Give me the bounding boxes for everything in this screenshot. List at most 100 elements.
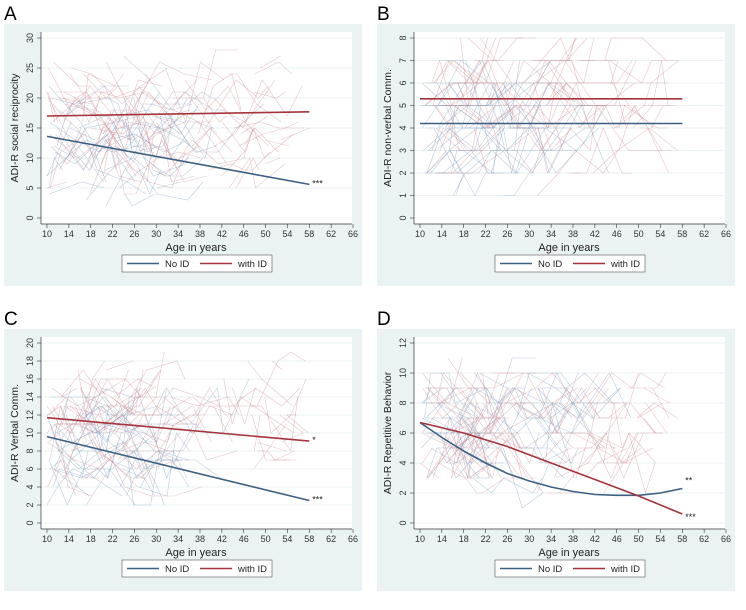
y-tick-label: 5 (25, 185, 35, 190)
individual-trajectory (421, 82, 448, 106)
individual-trajectory (77, 360, 105, 416)
individual-trajectory (547, 37, 577, 106)
individual-trajectory (126, 450, 189, 506)
x-tick-label: 18 (86, 229, 96, 239)
individual-trajectory (627, 372, 667, 389)
individual-trajectory (198, 73, 242, 135)
individual-trajectory (173, 97, 228, 123)
individual-trajectory (426, 150, 447, 174)
individual-trajectory (139, 459, 190, 488)
individual-trajectory (172, 387, 220, 407)
x-tick-label: 26 (129, 229, 139, 239)
significance-annotation: ** (685, 476, 693, 486)
y-tick-label: 0 (25, 520, 35, 525)
y-tick-label: 14 (25, 392, 35, 402)
individual-trajectory (156, 121, 178, 171)
individual-trajectories (419, 357, 678, 509)
x-tick-label: 10 (42, 229, 52, 239)
individual-trajectory (103, 139, 142, 183)
individual-trajectory (421, 432, 453, 449)
individual-trajectory (479, 372, 525, 389)
individual-trajectory (455, 150, 504, 196)
individual-trajectory (115, 387, 191, 434)
individual-trajectory (155, 351, 165, 398)
x-tick-label: 38 (195, 534, 205, 544)
individual-trajectory (202, 49, 238, 99)
individual-trajectory (247, 360, 293, 407)
panel-label: D (377, 309, 391, 330)
x-tick-label: 10 (415, 534, 425, 544)
individual-trajectory (443, 417, 450, 449)
panel-label: C (4, 309, 18, 330)
legend-box (494, 559, 646, 578)
x-tick-label: 14 (64, 534, 74, 544)
individual-trajectory (130, 387, 143, 398)
y-tick-label: 0 (398, 215, 408, 220)
individual-trajectory (560, 387, 609, 434)
individual-trajectory (264, 378, 307, 434)
x-tick-label: 34 (546, 534, 556, 544)
y-tick-label: 2 (398, 170, 408, 175)
fitted-line-no-id (46, 435, 310, 502)
x-tick-label: 42 (217, 534, 227, 544)
individual-trajectory (103, 109, 115, 135)
fitted-line-with-id (419, 421, 683, 515)
x-tick-label: 42 (590, 534, 600, 544)
individual-trajectory (593, 150, 618, 174)
legend-box (121, 254, 273, 273)
individual-trajectory (156, 181, 181, 189)
individual-trajectory (435, 127, 461, 151)
y-tick-label: 12 (398, 338, 408, 348)
individual-trajectory (243, 127, 279, 153)
individual-trajectory (47, 405, 80, 443)
y-axis-title: ADI-R social reciprocity (9, 73, 21, 183)
y-tick-label: 0 (398, 520, 408, 525)
x-tick-label: 54 (655, 534, 665, 544)
y-tick-label: 8 (25, 448, 35, 453)
individual-trajectory (64, 103, 129, 159)
individual-trajectory (537, 150, 619, 196)
individual-trajectory (74, 405, 104, 461)
x-tick-label: 66 (348, 229, 358, 239)
individual-trajectory (466, 417, 529, 449)
individual-trajectory (516, 372, 580, 434)
individual-trajectory (103, 91, 160, 153)
individual-trajectory (50, 139, 84, 165)
individual-trajectory (103, 109, 182, 141)
x-tick-label: 58 (677, 534, 687, 544)
individual-trajectory (549, 82, 630, 106)
individual-trajectory (436, 372, 502, 419)
individual-trajectory (525, 387, 589, 449)
individual-trajectory (619, 432, 663, 464)
individual-trajectory (543, 432, 605, 449)
individual-trajectory (52, 468, 89, 488)
individual-trajectory (610, 60, 619, 84)
x-tick-label: 62 (699, 534, 709, 544)
individual-trajectory (581, 372, 665, 419)
individual-trajectory (245, 127, 259, 141)
individual-trajectory (104, 157, 148, 171)
individual-trajectory (421, 417, 477, 449)
fitted-line-with-id (46, 111, 310, 117)
individual-trajectory (584, 447, 628, 479)
individual-trajectory (208, 151, 271, 171)
y-tick-label: 8 (398, 35, 408, 40)
individual-trajectory (254, 414, 261, 452)
individual-trajectory (124, 193, 155, 207)
x-tick-label: 38 (568, 229, 578, 239)
individual-trajectory (55, 145, 95, 165)
individual-trajectory (434, 105, 465, 151)
x-tick-label: 46 (239, 229, 249, 239)
individual-trajectory (435, 150, 505, 174)
individual-trajectory (175, 387, 233, 425)
individual-trajectory (48, 67, 71, 111)
individual-trajectory (440, 372, 473, 419)
individual-trajectory (549, 82, 567, 106)
x-tick-label: 50 (261, 534, 271, 544)
x-tick-label: 18 (86, 534, 96, 544)
individual-trajectory (122, 414, 162, 452)
x-tick-label: 66 (721, 534, 731, 544)
individual-trajectory (502, 447, 543, 509)
individual-trajectory (632, 60, 669, 129)
individual-trajectory (279, 414, 304, 434)
